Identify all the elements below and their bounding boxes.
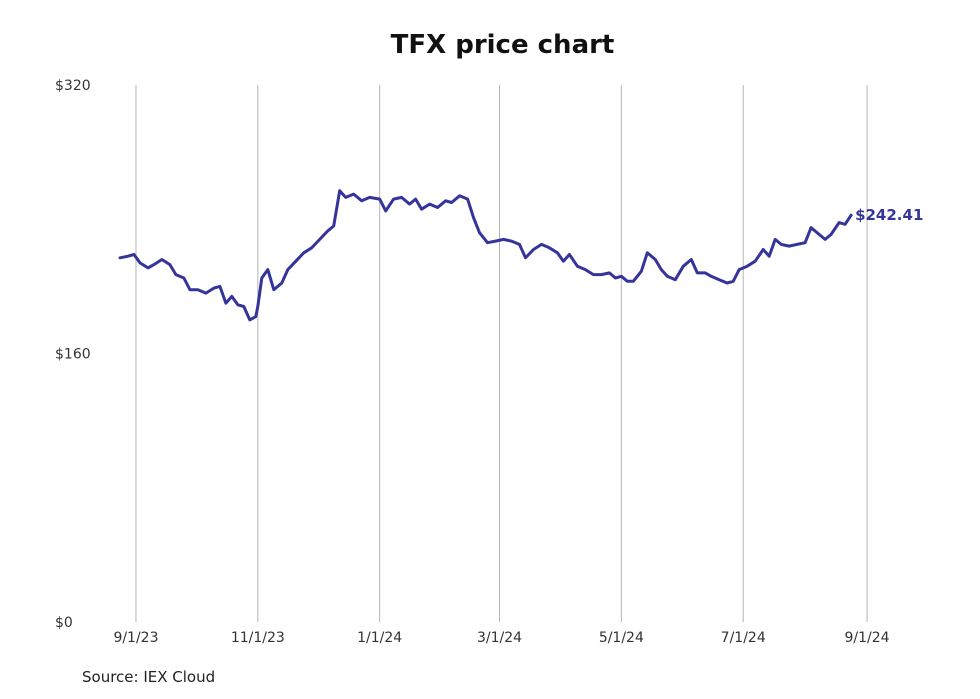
x-tick-label: 5/1/24 bbox=[599, 630, 644, 646]
x-tick-label: 3/1/24 bbox=[477, 630, 522, 646]
price-line bbox=[118, 189, 853, 322]
chart-title: TFX price chart bbox=[390, 30, 615, 60]
x-tick-label: 9/1/23 bbox=[113, 630, 158, 646]
y-tick-label: $0 bbox=[55, 615, 73, 631]
x-tick-label: 9/1/24 bbox=[845, 630, 890, 646]
x-tick-label: 7/1/24 bbox=[721, 630, 766, 646]
y-tick-label: $160 bbox=[55, 347, 91, 363]
source-note: Source: IEX Cloud bbox=[82, 668, 216, 686]
y-tick-label: $320 bbox=[55, 78, 91, 94]
x-tick-label: 1/1/24 bbox=[357, 630, 402, 646]
last-price-label: $242.41 bbox=[855, 206, 923, 224]
x-tick-label: 11/1/23 bbox=[231, 630, 285, 646]
